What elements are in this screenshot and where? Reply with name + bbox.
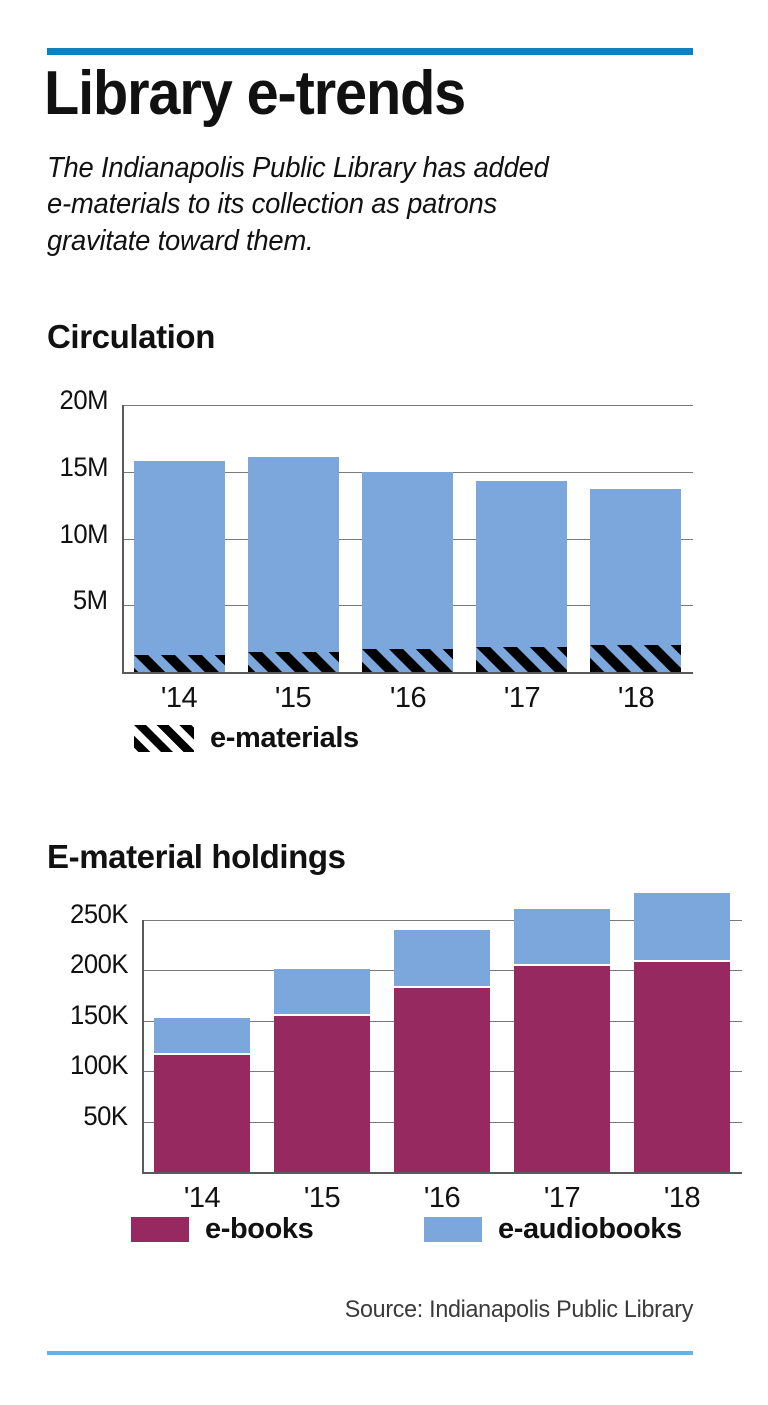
chart2-legend-ebooks: e-books	[131, 1213, 314, 1246]
chart2-legend-label-0: e-books	[205, 1213, 314, 1245]
h-gridline-y-0	[142, 920, 742, 921]
circulation-chart: 20M 15M 10M 5M '14 '15 '16 '17 '18	[59, 385, 693, 714]
h-x-axis-label-'18: '18	[663, 1182, 701, 1214]
h-y-axis-label-4: 50K	[83, 1101, 129, 1131]
bar-total-'17	[476, 481, 567, 672]
chart1-title: Circulation	[47, 318, 215, 355]
y-axis-label-1: 15M	[59, 452, 109, 482]
bar-ebooks-'15	[274, 1016, 370, 1172]
x-axis-label-'14: '14	[160, 682, 198, 714]
y-axis-label-2: 10M	[59, 519, 109, 549]
e-books-swatch-icon	[131, 1217, 189, 1242]
bar-eaudiobooks-'15	[274, 969, 370, 1014]
x-axis-label-'17: '17	[503, 682, 541, 714]
bar-ematerials-'17	[476, 647, 567, 672]
h-x-axis-label-'14: '14	[183, 1182, 221, 1214]
bar-ebooks-'17	[514, 966, 610, 1172]
h-y-axis-line	[142, 920, 144, 1174]
bar-ematerials-'14	[134, 655, 225, 672]
chart1-legend-label-0: e-materials	[210, 722, 359, 754]
e-materials-swatch-icon	[134, 725, 194, 752]
h-y-axis-label-1: 200K	[69, 949, 128, 979]
bar-total-'18	[590, 489, 681, 672]
bar-ematerials-'15	[248, 652, 339, 672]
x-axis-label-'16: '16	[389, 682, 427, 714]
h-x-axis-line	[142, 1172, 742, 1174]
chart2-title: E-material holdings	[47, 838, 346, 875]
page-title: Library e-trends	[44, 59, 466, 128]
y-axis-line	[122, 405, 124, 674]
h-y-axis-label-3: 100K	[69, 1050, 128, 1080]
bar-eaudiobooks-'18	[634, 893, 730, 960]
bar-total-'14	[134, 461, 225, 672]
bar-eaudiobooks-'17	[514, 909, 610, 964]
bar-ebooks-'18	[634, 962, 730, 1172]
h-y-axis-label-2: 150K	[69, 1000, 128, 1030]
bar-ematerials-'16	[362, 649, 453, 672]
y-axis-label-0: 20M	[59, 385, 109, 415]
chart2-legend-label-1: e-audiobooks	[498, 1213, 682, 1245]
h-x-axis-label-'16: '16	[423, 1182, 461, 1214]
bottom-rule	[47, 1351, 693, 1355]
h-y-axis-label-0: 250K	[69, 899, 128, 929]
gridline-y-0	[122, 405, 693, 406]
bar-total-'16	[362, 472, 453, 672]
bar-ebooks-'14	[154, 1055, 250, 1172]
bar-eaudiobooks-'16	[394, 930, 490, 986]
bar-eaudiobooks-'14	[154, 1018, 250, 1053]
x-axis-label-'15: '15	[274, 682, 312, 714]
h-x-axis-label-'15: '15	[303, 1182, 341, 1214]
x-axis-label-'18: '18	[617, 682, 655, 714]
page-subtitle: The Indianapolis Public Library has adde…	[47, 152, 549, 257]
top-rule	[47, 48, 693, 55]
chart1-legend: e-materials	[134, 722, 359, 755]
source-note: Source: Indianapolis Public Library	[344, 1296, 694, 1323]
bar-total-'15	[248, 457, 339, 672]
chart2-legend-eaudiobooks: e-audiobooks	[424, 1213, 682, 1246]
x-axis-line	[122, 672, 693, 674]
h-x-axis-label-'17: '17	[543, 1182, 581, 1214]
y-axis-label-3: 5M	[73, 585, 108, 615]
e-audiobooks-swatch-icon	[424, 1217, 482, 1242]
bar-ematerials-'18	[590, 645, 681, 672]
bar-ebooks-'16	[394, 988, 490, 1172]
